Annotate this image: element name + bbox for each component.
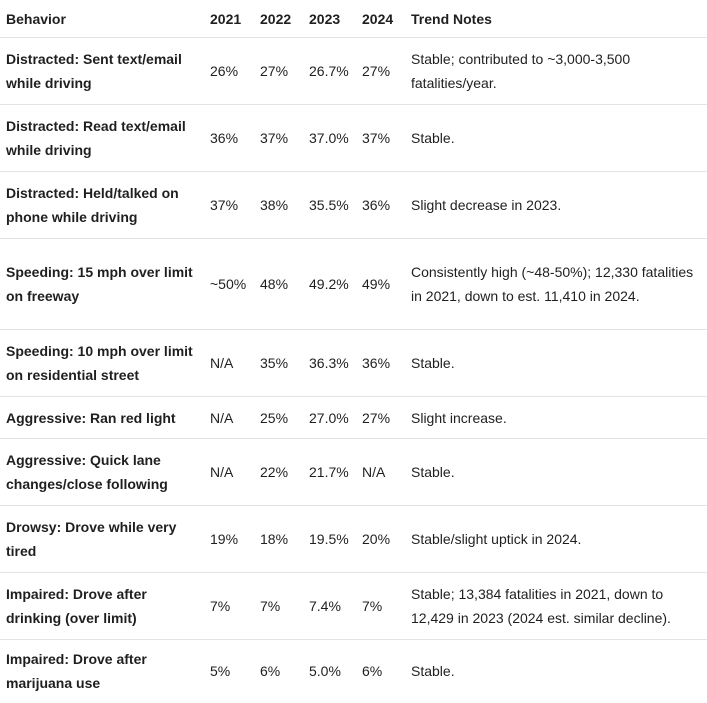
notes-cell: Stable; 13,384 fatalities in 2021, down … [405,572,707,640]
value-cell: 37% [356,104,405,172]
value-cell: 21.7% [303,438,356,506]
behavior-cell: Distracted: Held/talked on phone while d… [0,171,204,239]
value-cell: 36.3% [303,329,356,397]
notes-cell: Stable. [411,663,455,679]
behavior-cell: Drowsy: Drove while very tired [0,505,204,573]
notes-cell: Stable/slight uptick in 2024. [405,505,707,573]
notes-cell: Slight decrease in 2023. [405,171,707,239]
behavior-cell: Speeding: 15 mph over limit on freeway [0,238,204,330]
value-cell: 22% [254,438,303,506]
value-cell: 19.5% [303,505,356,573]
header-cell: 2023 [303,0,356,38]
value-cell: 37% [204,171,254,239]
notes-cell: Stable. [405,104,707,172]
value-cell: 5% [210,663,231,679]
value-cell: 19% [204,505,254,573]
value-cell: 38% [254,171,303,239]
table-body: Distracted: Sent text/email while drivin… [0,37,707,703]
table-row: Aggressive: Quick lane changes/close fol… [0,438,707,506]
value-cell: 7.4% [303,572,356,640]
header-cell: 2022 [254,0,303,38]
value-cell: 48% [254,238,303,330]
table-row: Impaired: Drove after drinking (over lim… [0,572,707,640]
value-cell: 26.7% [303,37,356,105]
table-row: Speeding: 15 mph over limit on freeway ~5… [0,238,707,330]
value-cell: 36% [204,104,254,172]
table-row: Distracted: Held/talked on phone while d… [0,171,707,239]
value-cell: 7% [254,572,303,640]
behavior-cell: Impaired: Drove after marijuana use [6,651,147,691]
value-cell: 20% [356,505,405,573]
value-cell: N/A [204,396,254,439]
value-cell: 7% [356,572,405,640]
notes-cell: Stable; contributed to ~3,000-3,500 fata… [405,37,707,105]
behavior-cell: Distracted: Read text/email while drivin… [0,104,204,172]
table-row: Impaired: Drove after marijuana use 5% 6% 5… [0,640,707,703]
value-cell: 36% [356,171,405,239]
header-cell: Behavior [0,0,204,38]
header-row: Behavior 2021 2022 2023 2024 Trend Notes [0,0,707,38]
value-cell: N/A [204,329,254,397]
value-cell: 7% [204,572,254,640]
value-cell: 27.0% [303,396,356,439]
value-cell: 49.2% [303,238,356,330]
header-cell: 2021 [204,0,254,38]
notes-cell: Stable. [405,438,707,506]
notes-cell: Consistently high (~48-50%); 12,330 fata… [405,238,707,330]
notes-cell: Stable. [405,329,707,397]
value-cell: 25% [254,396,303,439]
behavior-cell: Distracted: Sent text/email while drivin… [0,37,204,105]
table-head: Behavior 2021 2022 2023 2024 Trend Notes [0,0,707,38]
value-cell: N/A [356,438,405,506]
value-cell: 27% [254,37,303,105]
value-cell: 27% [356,37,405,105]
table-row: Drowsy: Drove while very tired 19% 18% 19.5… [0,505,707,573]
value-cell: 35.5% [303,171,356,239]
table-row: Distracted: Sent text/email while drivin… [0,37,707,105]
value-cell: 27% [356,396,405,439]
header-cell: Trend Notes [405,0,707,38]
value-cell: 6% [362,663,383,679]
value-cell: 5.0% [309,663,341,679]
notes-cell: Slight increase. [405,396,707,439]
behavior-cell: Aggressive: Ran red light [0,396,204,439]
value-cell: ~50% [204,238,254,330]
value-cell: 37% [254,104,303,172]
behavior-cell: Speeding: 10 mph over limit on residenti… [0,329,204,397]
value-cell: N/A [204,438,254,506]
value-cell: 35% [254,329,303,397]
header-cell: 2024 [356,0,405,38]
value-cell: 26% [204,37,254,105]
table-row: Speeding: 10 mph over limit on residenti… [0,329,707,397]
value-cell: 37.0% [303,104,356,172]
behavior-cell: Aggressive: Quick lane changes/close fol… [0,438,204,506]
value-cell: 6% [260,663,281,679]
behavior-cell: Impaired: Drove after drinking (over lim… [0,572,204,640]
value-cell: 36% [356,329,405,397]
value-cell: 18% [254,505,303,573]
value-cell: 49% [356,238,405,330]
table-row: Aggressive: Ran red light N/A 25% 27.0% 27% S… [0,396,707,439]
table-row: Distracted: Read text/email while drivin… [0,104,707,172]
